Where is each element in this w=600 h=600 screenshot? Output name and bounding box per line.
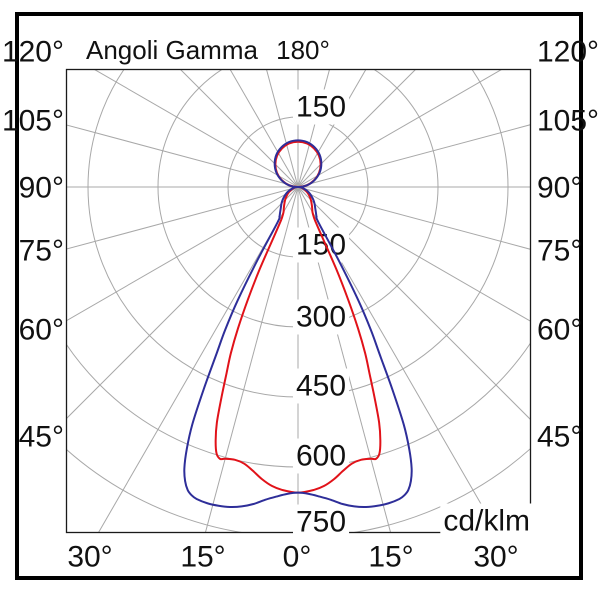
ring-label-150-top: 150 [296, 91, 346, 124]
radial-gridline-165 [297, 69, 331, 188]
angle-label-bottom-30L: 30° [67, 541, 112, 574]
unit-label: cd/klm [443, 505, 530, 538]
label-knockout [293, 438, 350, 474]
radial-gridline-150 [297, 69, 367, 188]
intensity-curves [183, 139, 413, 509]
angle-label-right-45: 45° [537, 421, 582, 454]
angle-label-right-60: 60° [537, 314, 582, 347]
radial-gridline-30 [297, 186, 499, 533]
label-backgrounds [293, 89, 533, 540]
radial-gridline-45 [297, 186, 531, 421]
angle-label-right-75: 75° [537, 235, 582, 268]
label-knockout [293, 89, 350, 125]
angle-label-right-120: 120° [537, 36, 599, 69]
radial-gridline-285 [66, 186, 299, 250]
radial-gridline-195 [265, 69, 299, 188]
radial-gridline-300 [66, 186, 299, 322]
angle-label-bottom-0: 0° [283, 541, 312, 574]
ring-label-300: 300 [296, 301, 346, 334]
radial-gridline-135 [297, 69, 417, 188]
radial-gridline-225 [179, 69, 299, 188]
radial-gridline-240 [93, 69, 299, 188]
label-knockout [440, 503, 533, 539]
angle-label-left-60: 60° [19, 314, 64, 347]
radial-gridline-15 [297, 186, 392, 533]
radial-gridline-60 [297, 186, 531, 322]
angle-label-left-105: 105° [2, 105, 64, 138]
radial-gridline-120 [297, 69, 503, 188]
angle-label-bottom-15L: 15° [180, 541, 225, 574]
angle-label-left-90: 90° [19, 172, 64, 205]
angle-label-left-45: 45° [19, 421, 64, 454]
radial-gridline-105 [297, 124, 531, 188]
label-knockout [293, 368, 350, 404]
radial-gridline-75 [297, 186, 531, 250]
blue-curve-lower-lobe [183, 186, 413, 509]
angle-label-bottom-30R: 30° [473, 541, 518, 574]
radial-gridline-315 [66, 186, 299, 420]
radial-gridline-345 [204, 186, 299, 533]
outer-labels: Angoli Gamma 180° 120° 105° 90° 75° 60° … [2, 35, 599, 574]
angle-label-top-180: 180° [276, 35, 330, 65]
outer-frame [15, 12, 583, 580]
ring-label-600: 600 [296, 440, 346, 473]
blue-curve-upper-lobe [273, 139, 323, 189]
label-knockout [293, 504, 350, 540]
label-knockout [293, 299, 350, 335]
radial-gridline-255 [66, 124, 299, 188]
ring-label-750: 750 [296, 506, 346, 539]
angle-label-right-105: 105° [537, 105, 599, 138]
angle-label-right-90: 90° [537, 172, 582, 205]
radial-gridline-210 [229, 69, 299, 188]
ring-value-labels: 150 150 300 450 600 750 cd/klm [296, 91, 530, 539]
angle-label-left-75: 75° [19, 235, 64, 268]
radial-gridline-330 [97, 186, 299, 533]
angle-label-bottom-15R: 15° [368, 541, 413, 574]
angle-label-left-120: 120° [2, 36, 64, 69]
chart-title: Angoli Gamma [86, 35, 258, 65]
ring-label-450: 450 [296, 370, 346, 403]
